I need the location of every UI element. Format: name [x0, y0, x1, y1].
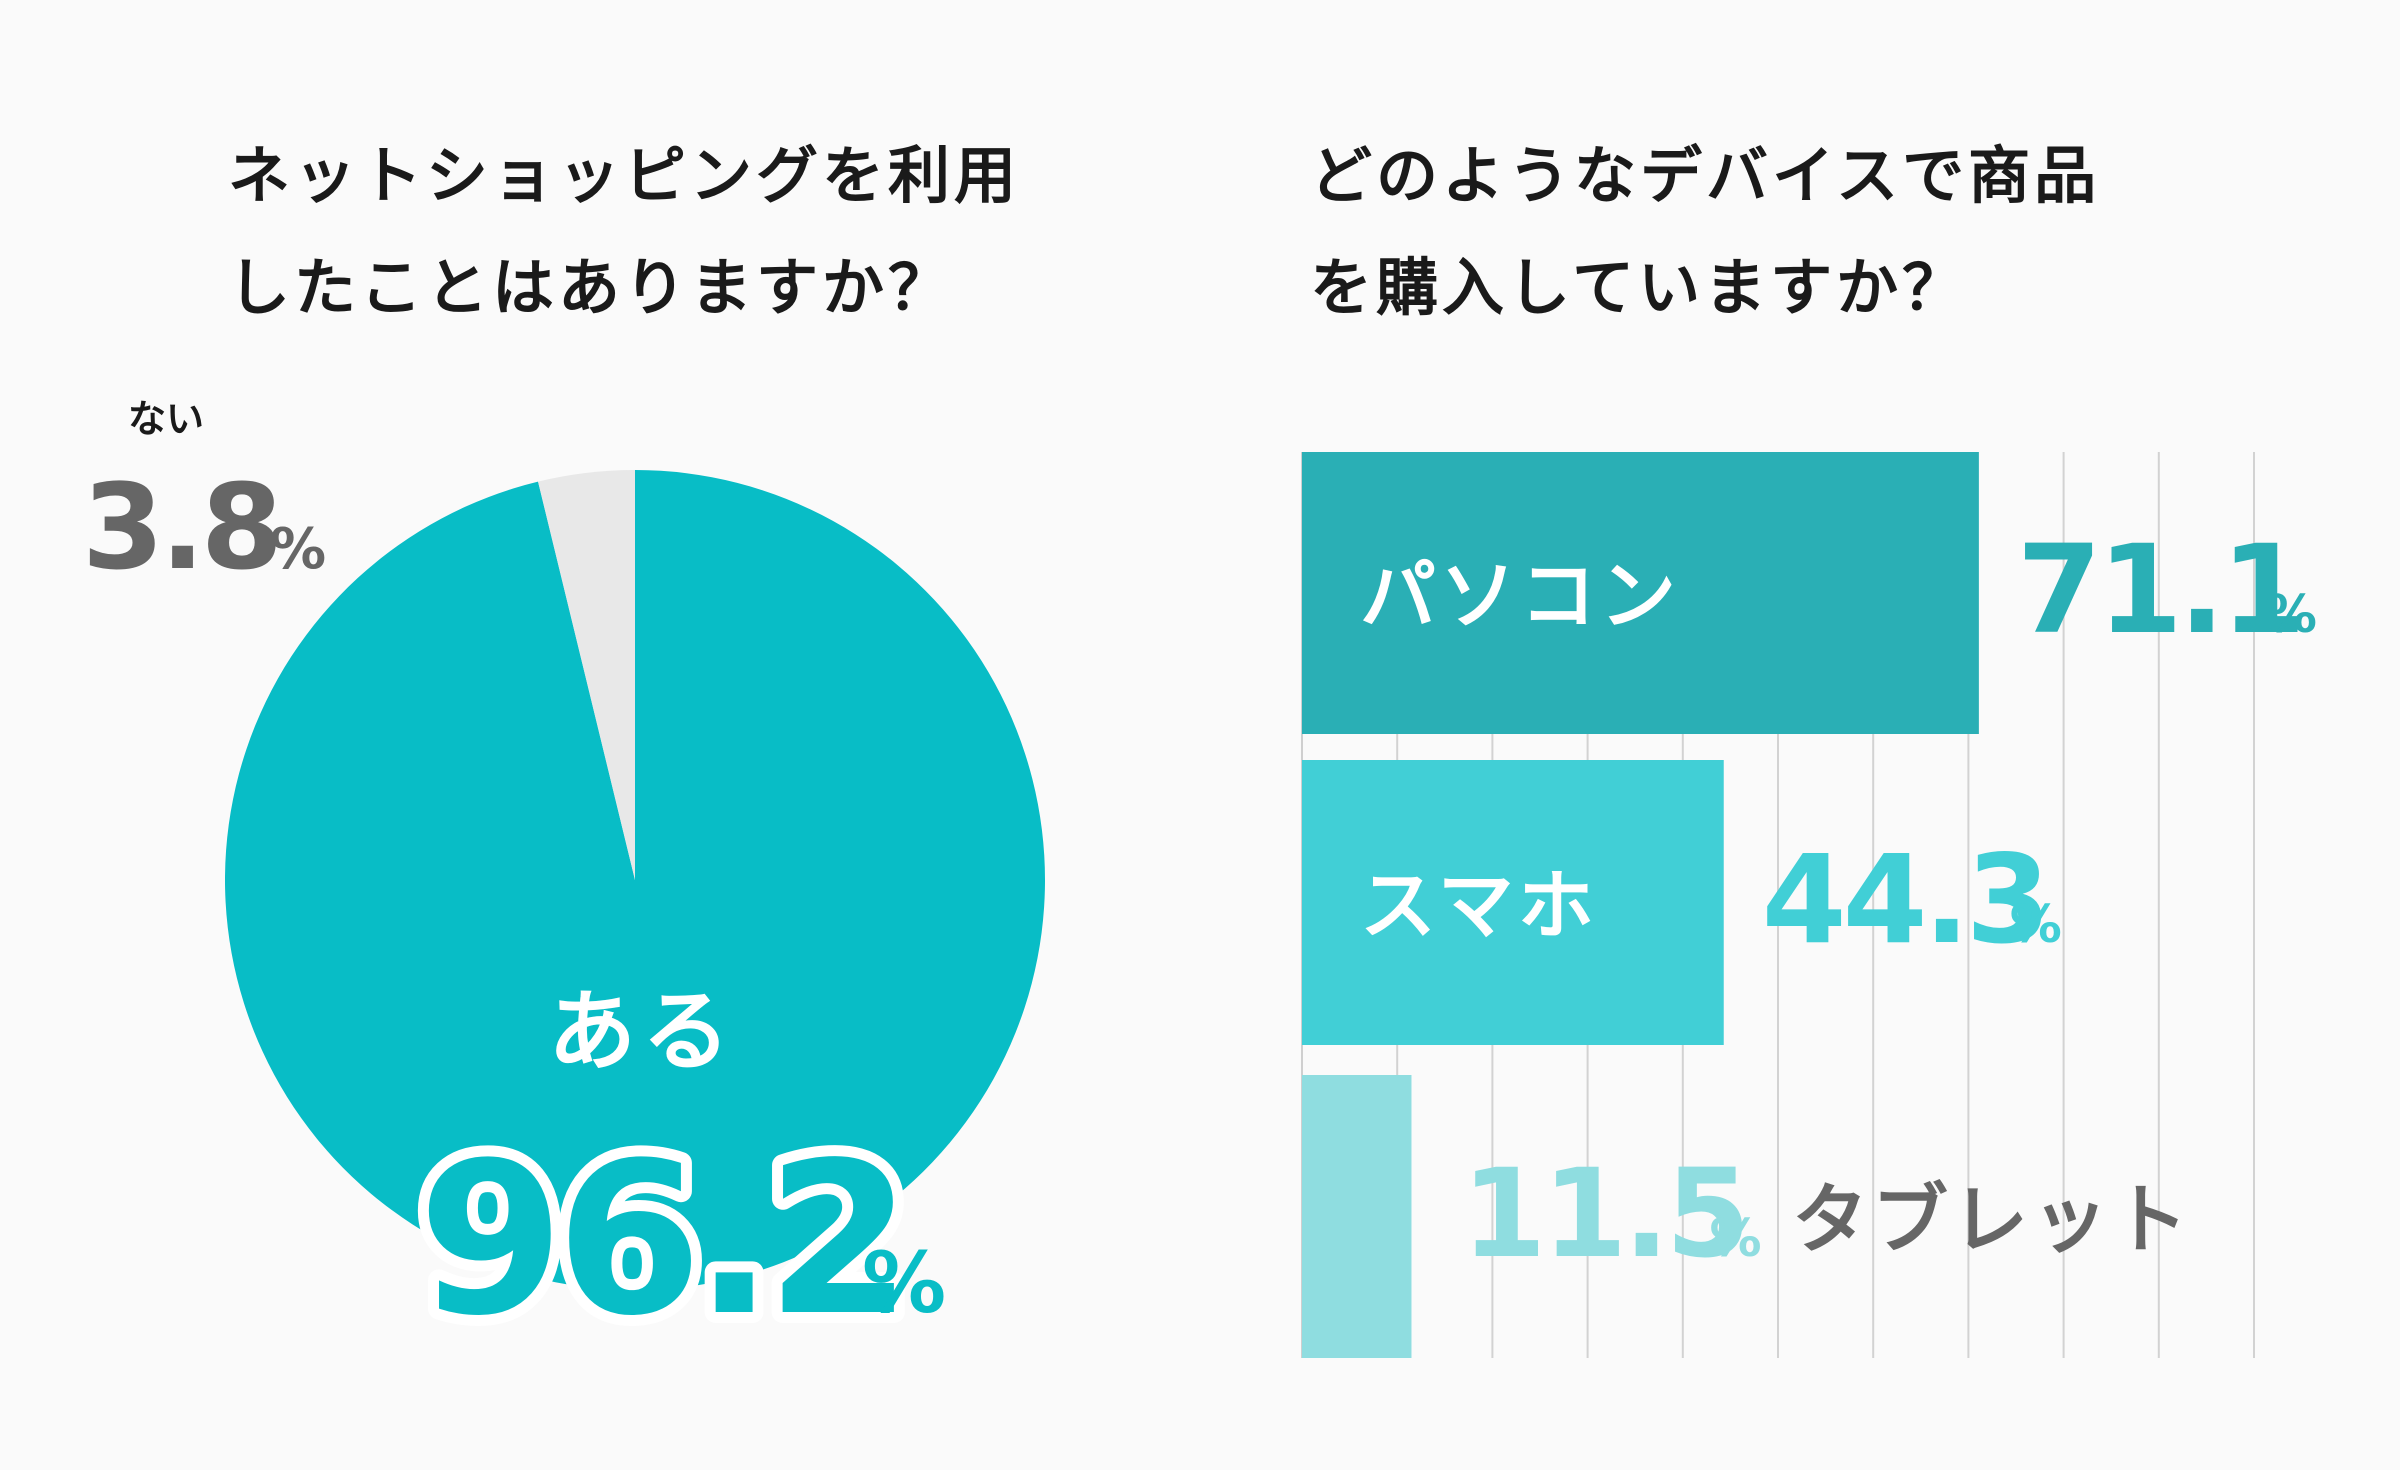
bar-2: [1302, 760, 1724, 1045]
bar-value-label-2: 44.3: [1762, 829, 2047, 971]
bar-value-label-1: 71.1: [2017, 519, 2302, 661]
bar-chart-title: どのようなデバイスで商品 を購入していますか？: [1310, 120, 2100, 344]
bar-1: [1302, 452, 1979, 734]
bar-title-line-1: どのようなデバイスで商品: [1310, 139, 2101, 212]
pie-value-nai: 3.8: [82, 458, 279, 596]
bar-category-label-3: タブレット: [1792, 1175, 2192, 1264]
pie-chart-title: ネットショッピングを利用 したことはありますか？: [228, 120, 1020, 344]
pie-label-nai: ない: [128, 397, 204, 441]
pie-slice-nai: [538, 470, 635, 880]
pie-value-aru: 96.2: [418, 1117, 904, 1362]
pie-unit-aru: %: [862, 1234, 946, 1332]
bar-value-label-3: 11.5: [1461, 1143, 1746, 1285]
bar-title-line-2: を購入していますか？: [1310, 251, 1969, 324]
bar-category-label-1: パソコン: [1360, 551, 1680, 640]
pie-chart: ない 3.8% ある 96.2%: [82, 397, 1045, 1373]
bar-unit-label-1: %: [2265, 585, 2317, 645]
bar-chart: パソコン 71.1%スマホ 44.3%11.5% タブレット: [1301, 452, 2317, 1358]
bar-3: [1302, 1075, 1412, 1358]
bar-unit-label-3: %: [1709, 1209, 1761, 1269]
bar-unit-label-2: %: [2010, 895, 2062, 955]
pie-title-line-1: ネットショッピングを利用: [228, 139, 1021, 212]
bar-category-label-2: スマホ: [1360, 861, 1598, 950]
pie-unit-nai: %: [270, 517, 326, 582]
pie-title-line-2: したことはありますか？: [228, 251, 955, 324]
pie-label-aru: ある: [548, 980, 736, 1083]
